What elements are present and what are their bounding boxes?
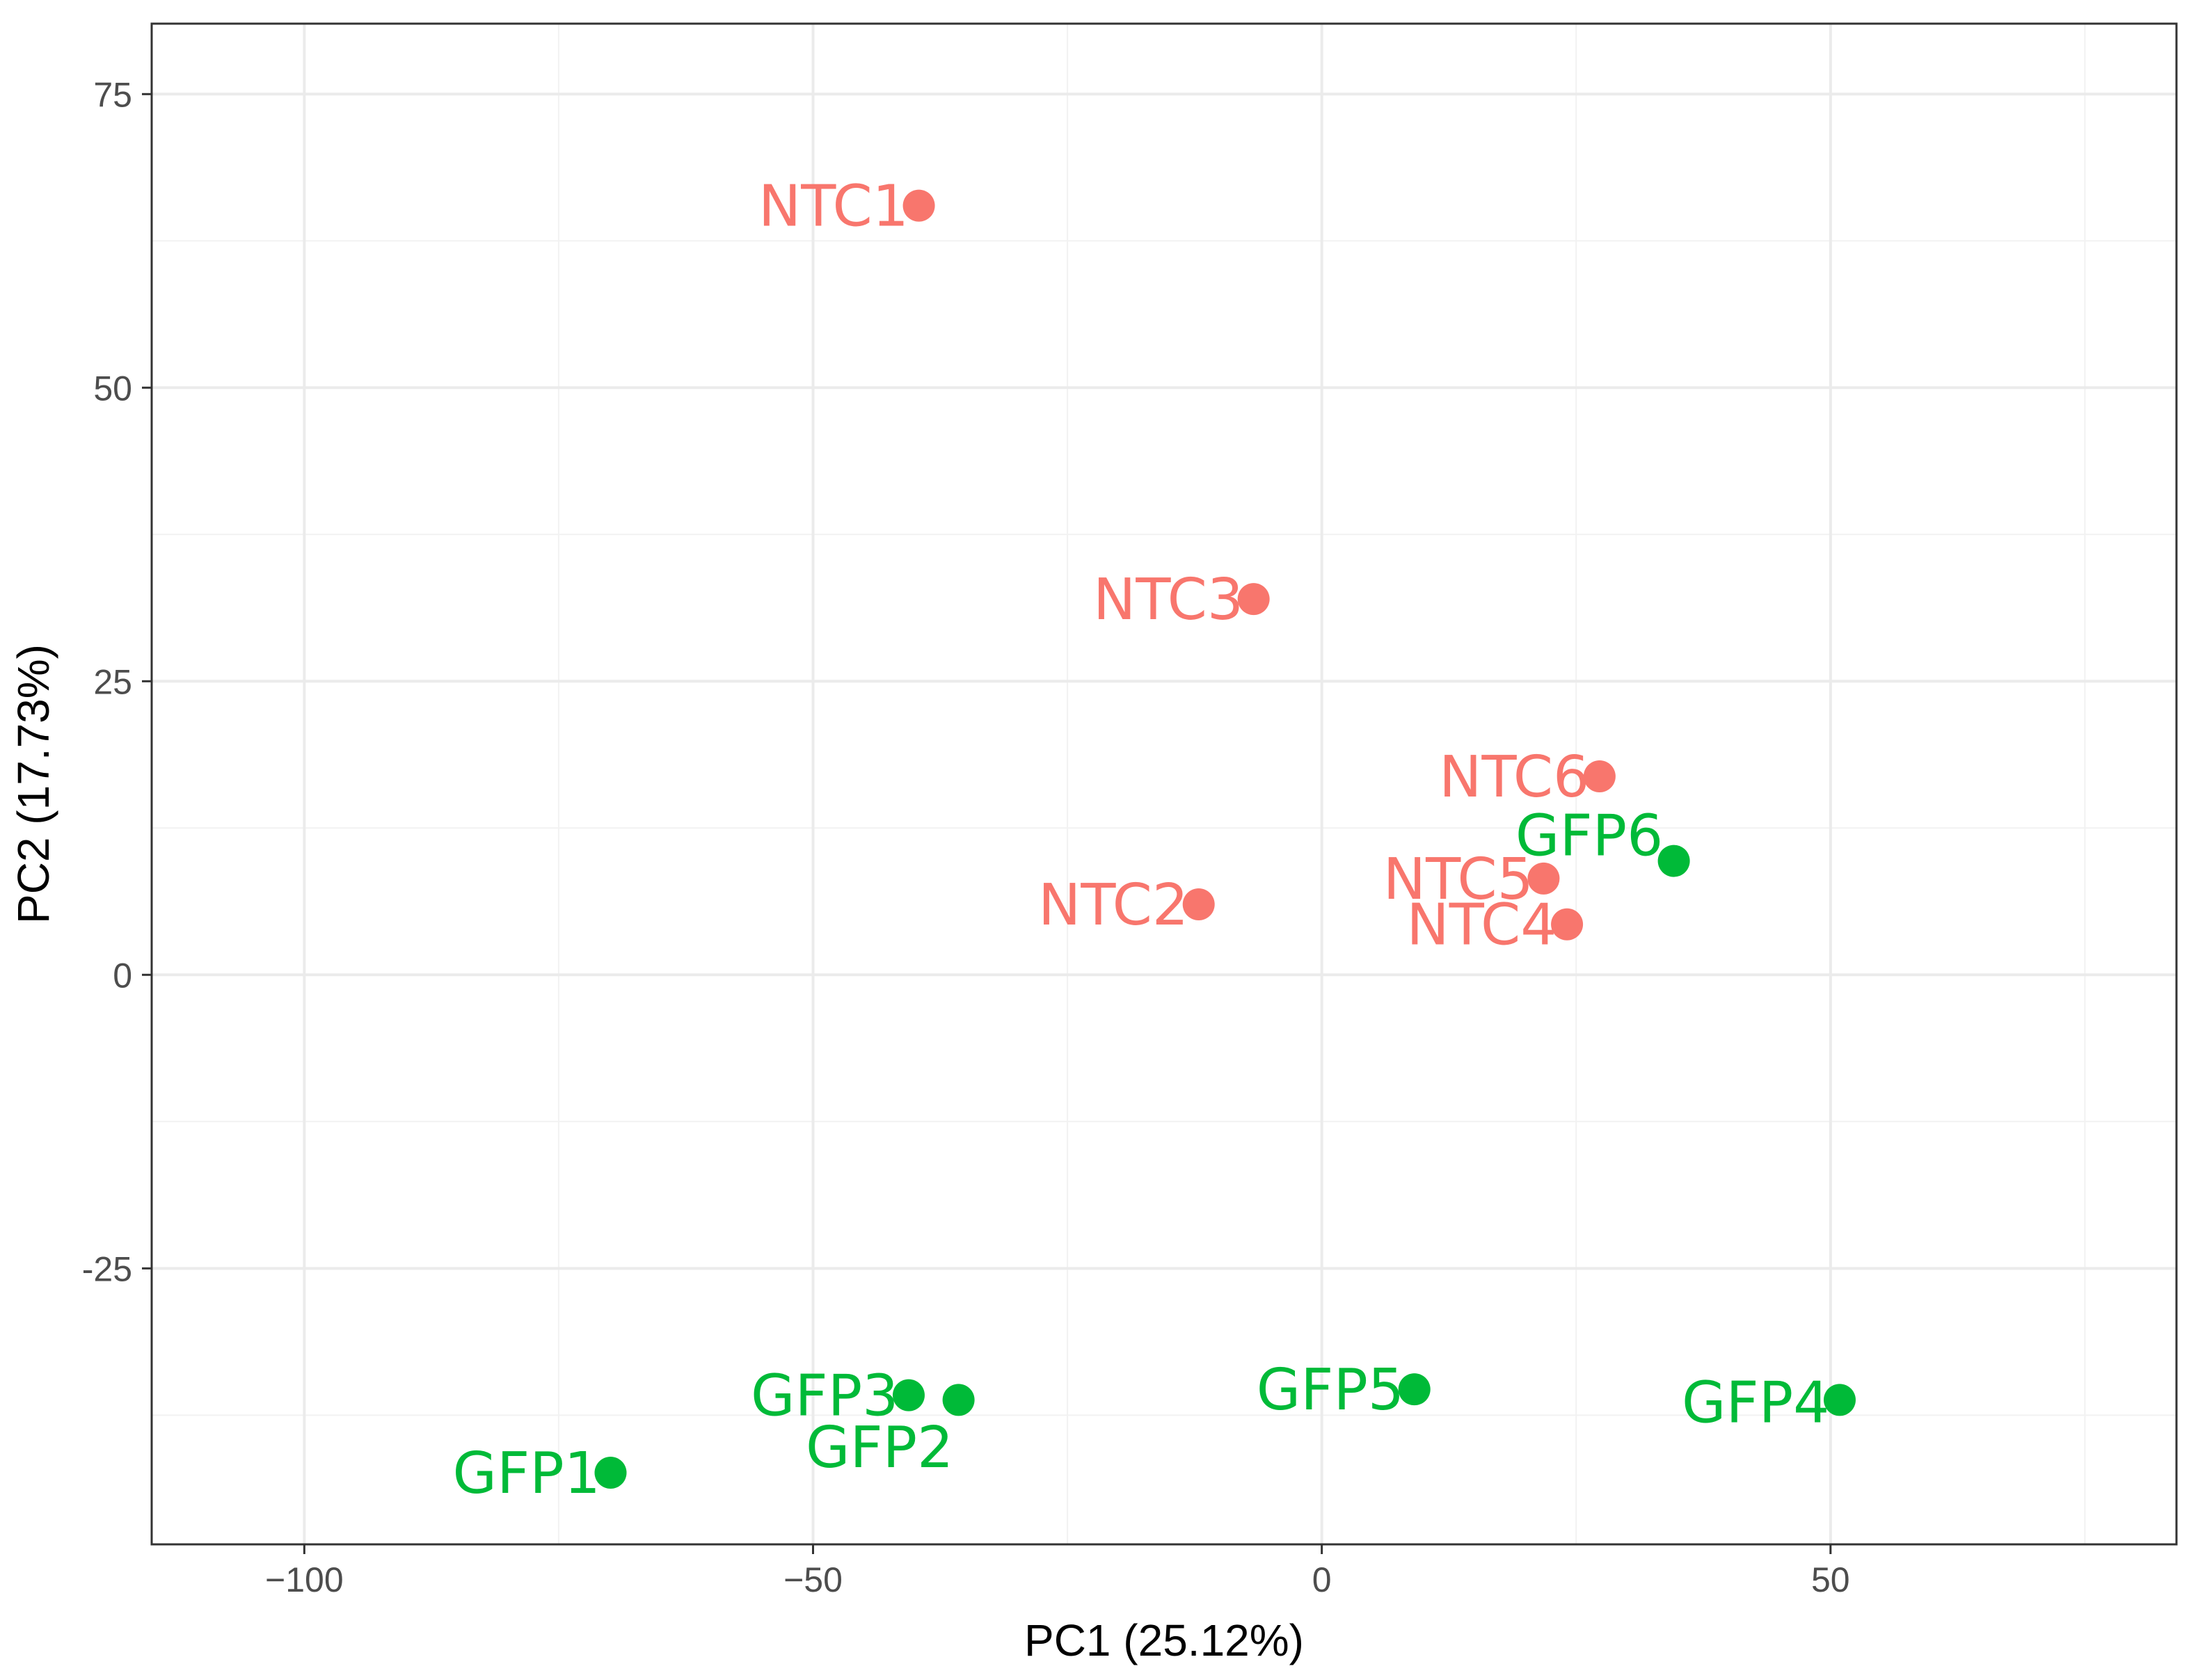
data-point-gfp4 [1823,1384,1856,1416]
grid-lines [152,24,2176,1544]
data-point-ntc6 [1583,760,1616,793]
y-tick-label: 50 [93,369,132,408]
point-label-ntc3: NTC3 [1093,567,1243,633]
data-point-ntc2 [1182,888,1215,921]
data-point-ntc1 [902,189,935,222]
data-point-gfp3 [892,1379,925,1411]
plot-background [152,24,2176,1544]
point-label-ntc2: NTC2 [1038,872,1188,938]
x-tick-label: 50 [1811,1560,1850,1599]
point-label-gfp2: GFP2 [806,1415,953,1481]
y-tick-label: -25 [82,1249,132,1288]
y-tick-label: 0 [113,956,132,995]
x-tick-label: −50 [783,1560,843,1599]
data-point-gfp5 [1398,1373,1431,1406]
point-label-gfp1: GFP1 [453,1441,600,1507]
data-points [594,189,1856,1489]
data-point-ntc4 [1551,908,1584,941]
plot-border [150,22,2178,1546]
data-point-ntc3 [1237,583,1270,616]
x-tick-label: 0 [1312,1560,1332,1599]
data-point-gfp6 [1657,845,1690,877]
point-label-gfp3: GFP3 [751,1363,898,1430]
point-label-gfp4: GFP4 [1682,1370,1829,1437]
y-tick-label: 25 [93,662,132,701]
axes: −100 −50 0 50 -25 0 25 50 75 [82,75,1850,1599]
point-label-ntc1: NTC1 [758,174,909,240]
point-label-ntc4: NTC4 [1406,893,1557,959]
y-axis-title: PC2 (17.73%) [8,644,58,924]
y-tick-label: 75 [93,75,132,114]
x-axis-title: PC1 (25.12%) [1024,1615,1304,1665]
point-label-ntc5: NTC5 [1383,847,1534,913]
x-tick-label: −100 [265,1560,344,1599]
point-label-ntc6: NTC6 [1439,744,1589,810]
point-label-gfp6: GFP6 [1515,803,1663,869]
data-point-gfp1 [594,1457,627,1489]
data-point-ntc5 [1527,862,1560,895]
point-label-gfp5: GFP5 [1257,1357,1404,1423]
data-point-gfp2 [942,1384,975,1416]
